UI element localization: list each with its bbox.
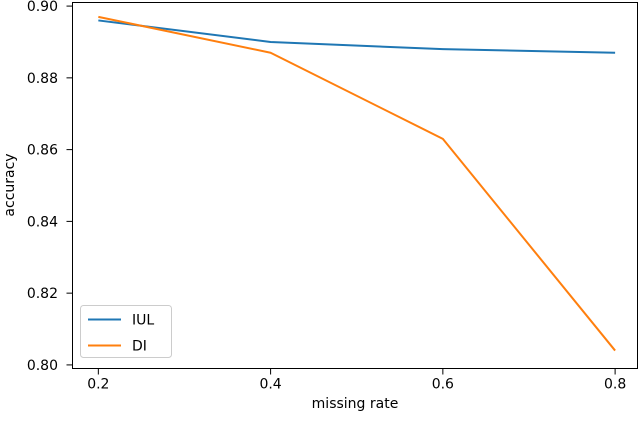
y-axis-title: accuracy [2, 153, 18, 217]
x-tick-label: 0.6 [432, 377, 454, 393]
legend-box [80, 305, 172, 358]
y-tick-label: 0.84 [27, 214, 58, 230]
x-tick-label: 0.4 [259, 377, 281, 393]
y-tick-label: 0.82 [27, 286, 58, 302]
legend-label-di: DI [132, 339, 147, 355]
y-tick-label: 0.90 [27, 0, 58, 15]
x-tick-label: 0.8 [604, 377, 626, 393]
y-tick-label: 0.88 [27, 71, 58, 87]
y-tick-label: 0.80 [27, 358, 58, 374]
series-line-iul [98, 19, 616, 54]
legend-label-iul: IUL [132, 313, 154, 329]
plot-border [72, 2, 638, 369]
series-line-di [98, 15, 616, 352]
y-tick-label: 0.86 [27, 143, 58, 159]
x-tick-label: 0.2 [87, 377, 109, 393]
x-axis-title: missing rate [311, 396, 399, 412]
